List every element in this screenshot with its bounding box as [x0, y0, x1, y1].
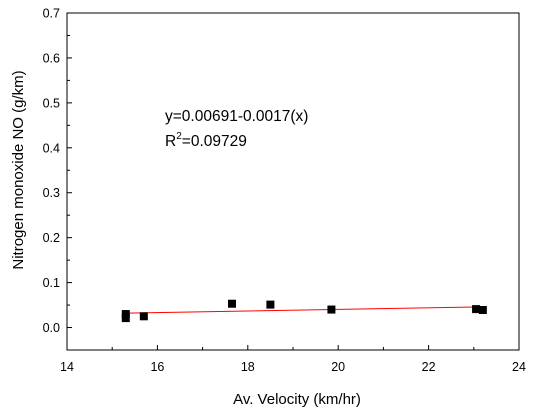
data-point: [139, 312, 148, 321]
data-point: [472, 305, 481, 314]
r-squared-prefix: R: [165, 133, 176, 150]
y-tick-label: 0.7: [43, 7, 60, 21]
plot-area-frame: [66, 12, 520, 351]
y-tick-label: 0.0: [43, 321, 60, 335]
x-tick-label: 22: [422, 360, 436, 374]
data-point: [266, 300, 275, 309]
y-tick-label: 0.2: [43, 231, 60, 245]
y-axis-title: Nitrogen monoxide NO (g/km): [10, 70, 27, 269]
x-axis-ticks: 14 16 18 20 22 24: [60, 345, 526, 374]
x-tick-label: 24: [512, 360, 526, 374]
r-squared-value: =0.09729: [182, 133, 247, 150]
data-point: [121, 310, 130, 319]
y-tick-label: 0.5: [43, 96, 60, 110]
data-point: [327, 305, 336, 314]
data-point: [227, 299, 236, 308]
x-axis-title: Av. Velocity (km/hr): [233, 391, 361, 408]
r-squared-label: R2=0.09729: [165, 131, 247, 150]
y-tick-label: 0.6: [43, 51, 60, 65]
x-tick-label: 20: [331, 360, 345, 374]
y-tick-label: 0.3: [43, 186, 60, 200]
x-tick-label: 16: [150, 360, 164, 374]
r-squared-superscript: 2: [176, 131, 182, 142]
x-tick-label: 18: [241, 360, 255, 374]
data-point: [121, 314, 130, 323]
x-tick-label: 14: [60, 360, 74, 374]
axes: 14 16 18 20 22 24 0.0 0.1 0.2 0.3 0.4 0.5 0.6 0.7: [43, 7, 526, 375]
fit-equation: y=0.00691-0.0017(x): [165, 108, 308, 125]
data-points: [121, 299, 487, 323]
data-point: [478, 306, 487, 315]
y-tick-label: 0.4: [43, 141, 60, 155]
y-axis-ticks: 0.0 0.1 0.2 0.3 0.4 0.5 0.6 0.7: [43, 7, 72, 351]
y-tick-label: 0.1: [43, 276, 60, 290]
fit-line: [125, 306, 483, 314]
